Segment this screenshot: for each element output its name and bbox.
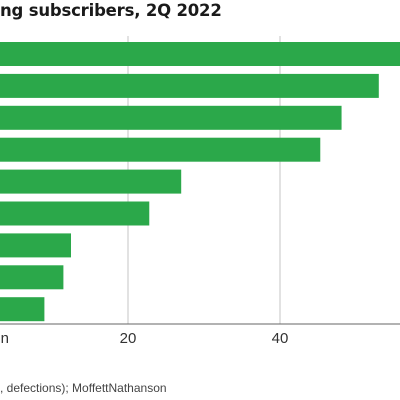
x-tick-label: 40 xyxy=(272,330,289,347)
bar xyxy=(0,233,71,258)
bar xyxy=(0,137,321,162)
x-tick-label: 20 xyxy=(120,330,137,347)
bars xyxy=(0,42,400,322)
bar xyxy=(0,201,150,226)
bar xyxy=(0,42,400,66)
x-axis: n 20 40 xyxy=(0,323,400,347)
source-note: , defections); MoffettNathanson xyxy=(0,381,167,395)
bar xyxy=(0,297,45,322)
x-tick-label: n xyxy=(1,330,9,347)
bar xyxy=(0,73,379,98)
bar xyxy=(0,265,64,290)
bar xyxy=(0,105,342,130)
bar xyxy=(0,169,182,194)
chart-title: ng subscribers, 2Q 2022 xyxy=(0,1,222,20)
